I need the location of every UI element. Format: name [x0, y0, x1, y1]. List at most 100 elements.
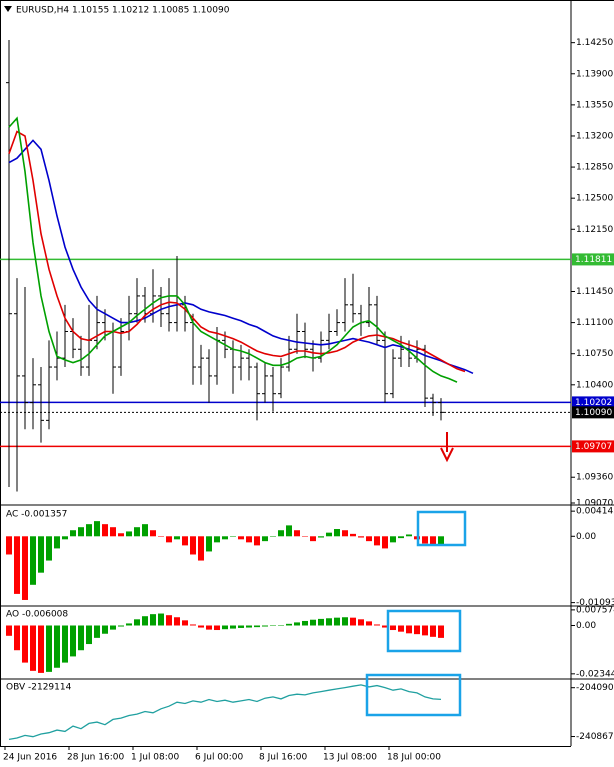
x-tick-label: 1 Jul 08:00 [131, 753, 180, 763]
y-tick-label: -0.010937 [576, 598, 614, 608]
histogram-bar [142, 616, 148, 626]
y-tick-label: -2040908 [576, 683, 614, 693]
y-tick-label: 1.13900 [576, 69, 613, 79]
histogram-bar [118, 625, 124, 627]
histogram-bar [166, 536, 172, 543]
histogram-bar [70, 530, 76, 537]
histogram-bar [302, 620, 308, 626]
histogram-bar [110, 527, 116, 537]
histogram-bar [374, 624, 380, 626]
y-tick-label: 0.00 [576, 532, 596, 542]
y-tick-label: 1.10400 [576, 380, 613, 390]
menu-triangle [4, 6, 12, 12]
histogram-bar [398, 625, 404, 632]
histogram-bar [254, 625, 260, 628]
x-tick-label: 24 Jun 2016 [3, 753, 57, 763]
histogram-bar [150, 614, 156, 626]
x-tick-label: 18 Jul 00:00 [387, 753, 441, 763]
histogram-bar [182, 536, 188, 546]
y-tick-label: 1.14250 [576, 38, 613, 48]
histogram-bar [374, 536, 380, 546]
level-label: 1.09707 [575, 442, 612, 452]
histogram-bar [86, 524, 92, 537]
histogram-bar [302, 536, 308, 537]
histogram-bar [14, 625, 20, 651]
histogram-bar [14, 536, 20, 594]
histogram-bar [214, 536, 220, 543]
histogram-bar [270, 536, 276, 537]
histogram-bar [238, 536, 244, 540]
y-tick-label: 1.13550 [576, 100, 613, 110]
histogram-bar [110, 625, 116, 630]
histogram-bar [318, 618, 324, 626]
level-label: 1.10090 [575, 408, 612, 418]
y-tick-label: 1.13200 [576, 131, 613, 141]
histogram-bar [430, 536, 436, 546]
histogram-bar [422, 625, 428, 636]
level-label-bg [572, 253, 614, 266]
y-tick-label: 1.12500 [576, 194, 613, 204]
histogram-bar [22, 625, 28, 663]
histogram-bar [134, 619, 140, 626]
y-tick-label: 1.09360 [576, 473, 613, 483]
histogram-bar [358, 619, 364, 626]
level-label-bg [572, 396, 614, 409]
histogram-bar [94, 521, 100, 537]
histogram-bar [206, 625, 212, 630]
moving-average [8, 139, 474, 375]
histogram-bar [294, 530, 300, 537]
histogram-bar [398, 536, 404, 539]
histogram-bar [358, 536, 364, 538]
histogram-bar [54, 536, 60, 549]
histogram-bar [62, 625, 68, 663]
moving-average [8, 116, 458, 383]
histogram-bar [334, 529, 340, 537]
histogram-bar [406, 625, 412, 634]
histogram-bar [342, 530, 348, 537]
histogram-bar [438, 536, 444, 545]
y-tick-label: 0.00 [576, 621, 596, 631]
histogram-bar [214, 625, 220, 631]
highlight-box [416, 510, 467, 547]
histogram-bar [310, 536, 316, 542]
histogram-bar [190, 536, 196, 555]
y-tick-label: 1.12150 [576, 225, 613, 235]
histogram-bar [342, 617, 348, 626]
y-tick-label: 0.004145 [576, 507, 614, 517]
obv-line [8, 684, 442, 741]
histogram-bar [230, 536, 236, 537]
histogram-bar [278, 530, 284, 537]
histogram-bar [286, 525, 292, 537]
histogram-bar [166, 615, 172, 626]
histogram-bar [94, 625, 100, 638]
histogram-bar [174, 536, 180, 540]
histogram-bar [382, 536, 388, 549]
histogram-bar [366, 536, 372, 542]
histogram-bar [334, 617, 340, 626]
histogram-bar [30, 536, 36, 585]
histogram-bar [238, 625, 244, 628]
histogram-bar [158, 613, 164, 626]
histogram-bar [134, 527, 140, 537]
histogram-bar [414, 625, 420, 635]
histogram-bar [190, 624, 196, 626]
histogram-bar [326, 532, 332, 537]
histogram-bar [262, 536, 268, 542]
histogram-bar [206, 536, 212, 552]
histogram-bar [102, 524, 108, 537]
y-tick-label: 0.007574 [576, 605, 614, 615]
x-tick-label: 8 Jul 16:00 [259, 753, 308, 763]
histogram-bar [222, 536, 228, 540]
histogram-bar [174, 617, 180, 626]
level-label: 1.11811 [575, 255, 612, 265]
histogram-bar [126, 531, 132, 537]
histogram-bar [262, 625, 268, 627]
histogram-bar [438, 625, 444, 638]
histogram-bar [142, 524, 148, 537]
histogram-bar [46, 625, 52, 672]
histogram-bar [22, 536, 28, 600]
histogram-bar [78, 625, 84, 651]
histogram-bar [182, 620, 188, 626]
